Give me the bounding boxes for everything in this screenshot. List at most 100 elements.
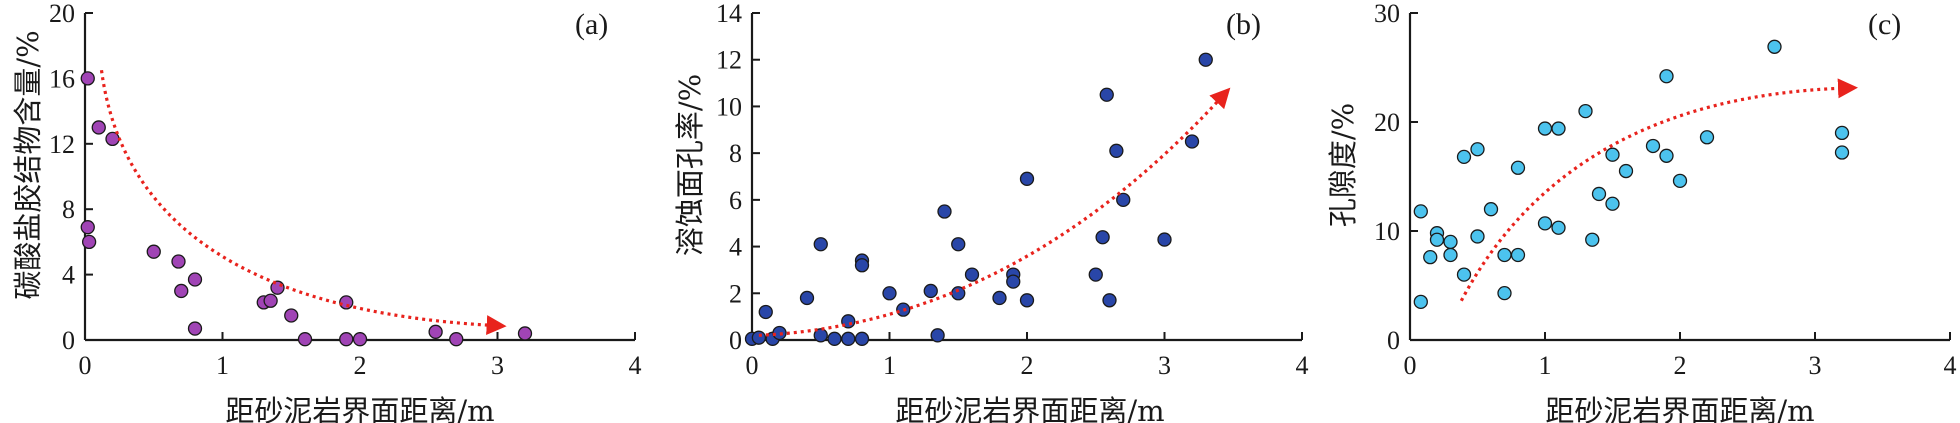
panel-a-data-point [146, 244, 161, 259]
panel-a-data-point [80, 71, 95, 86]
panel-b-data-point [1088, 267, 1103, 282]
panel-b-x-tick-label: 1 [883, 351, 896, 380]
panel-c-data-point [1470, 229, 1485, 244]
panel-c-label: (c) [1868, 8, 1901, 41]
panel-c-data-point [1834, 125, 1850, 141]
panel-a-y-tick-label: 4 [62, 261, 75, 290]
panel-b-data-point [1019, 171, 1035, 186]
panel-a-data-point [81, 234, 97, 250]
panel-b-data-point [854, 331, 870, 346]
panel-c-data-point [1605, 196, 1620, 211]
panel-a-data-point [517, 326, 533, 341]
panel-c-x-axis-title: 距砂泥岩界面距离/m [1545, 394, 1814, 423]
panel-b-data-point [813, 328, 828, 343]
panel-a-data-point [297, 332, 313, 347]
panel-c-data-point [1645, 138, 1661, 154]
panel-a-data-point [449, 332, 464, 347]
panel-c-y-axis-title: 孔隙度/% [1326, 103, 1360, 227]
panel-b-data-point [882, 286, 897, 301]
panel-c-data-point [1537, 216, 1553, 231]
panel-c-plot-area: 0 1 2 3 4 0 10 20 30 [1374, 0, 1957, 380]
panel-c: (c) 距砂泥岩界面距离/m 孔隙度/% 0 1 2 3 4 0 10 20 30 [1326, 0, 1957, 423]
panel-b-data-point [1198, 52, 1213, 67]
panel-c-data-point [1605, 147, 1620, 162]
panel-a-y-tick-label: 0 [62, 326, 75, 355]
panel-c-data-point [1659, 148, 1674, 163]
panel-a-x-tick-label: 2 [354, 351, 367, 380]
panel-a-trend-arrow [99, 70, 507, 336]
panel-b-data-point [841, 331, 856, 346]
panel-b-data-point [827, 331, 842, 346]
panel-b-y-tick-label: 0 [729, 326, 742, 355]
panel-c-x-tick-label: 1 [1539, 351, 1552, 380]
panel-c-data-point [1443, 234, 1458, 250]
panel-b-data-point [923, 283, 938, 299]
panel-b-data-point [951, 237, 966, 252]
panel-b-y-tick-label: 12 [716, 46, 742, 75]
panel-a-data-point [428, 324, 443, 339]
panel-a-y-tick-label: 12 [49, 130, 75, 159]
panel-b-data-point [1184, 134, 1200, 149]
panel-a-data-point [263, 293, 278, 308]
panel-b-trend-arrow [758, 87, 1231, 337]
panel-a-data-point [187, 321, 203, 336]
panel-a-y-tick-label: 16 [49, 64, 75, 93]
panel-c-y-tick-label: 10 [1374, 217, 1400, 246]
panel-c-data-point [1423, 250, 1438, 265]
panel-a-y-tick-label: 8 [62, 195, 75, 224]
panel-b-data-point [1019, 293, 1035, 308]
panel-a-x-tick-label: 3 [491, 351, 504, 380]
panel-b-data-point [758, 304, 773, 320]
panel-c-y-tick-label: 30 [1374, 0, 1400, 28]
panel-b-x-axis-title: 距砂泥岩界面距离/m [895, 394, 1164, 423]
panel-b-data-point [1095, 230, 1110, 245]
panel-a-x-axis-title: 距砂泥岩界面距离/m [225, 394, 494, 423]
panel-a-y-axis-title: 碳酸盐胶结物含量/% [11, 30, 45, 299]
panel-c-data-point [1699, 130, 1715, 145]
panel-b-y-tick-label: 8 [729, 139, 742, 168]
panel-c-data-point [1413, 294, 1428, 310]
panel-a-data-point [352, 332, 368, 347]
panel-c-y-tick-label: 20 [1374, 108, 1400, 137]
panel-c-data-point [1470, 142, 1485, 157]
panel-c-data-point [1591, 186, 1607, 202]
panel-c-data-point [1672, 173, 1688, 189]
panel-c-data-point [1659, 69, 1674, 84]
panel-b-y-axis-title: 溶蚀面孔率/% [673, 74, 707, 256]
panel-c-data-point [1618, 163, 1634, 179]
panel-b-data-point [937, 204, 952, 219]
panel-b-data-point [992, 290, 1007, 306]
panel-a-data-point [187, 272, 203, 287]
panel-a-data-point [80, 220, 95, 235]
panel-b-data-point [1006, 274, 1021, 289]
panel-c-x-tick-label: 2 [1674, 351, 1687, 380]
panel-c-data-point [1456, 267, 1472, 282]
panel-c-y-tick-label: 0 [1387, 326, 1400, 355]
panel-c-data-point [1551, 220, 1566, 235]
panel-c-data-point [1551, 121, 1566, 136]
panel-c-x-tick-label: 0 [1404, 351, 1417, 380]
panel-c-data-point [1578, 103, 1593, 119]
panel-a-data-point [339, 332, 354, 347]
panel-a-y-tick-label: 20 [49, 0, 75, 28]
panel-a-data-point [339, 295, 354, 310]
panel-b-data-point [854, 258, 870, 273]
panel-c-x-tick-label: 3 [1809, 351, 1822, 380]
panel-a-label: (a) [575, 8, 608, 41]
panel-b-y-tick-label: 4 [729, 233, 742, 262]
panel-a-data-point [171, 254, 186, 269]
panel-b-y-tick-label: 6 [729, 186, 742, 215]
panel-b-y-tick-label: 14 [716, 0, 742, 28]
panel-c-data-point [1510, 160, 1526, 175]
panel-b-data-point [930, 328, 945, 343]
panel-c-data-point [1429, 232, 1445, 247]
panel-c-data-point [1537, 121, 1553, 136]
panel-b-data-point [1099, 87, 1114, 102]
panel-c-data-point [1497, 285, 1512, 301]
panel-c-data-point [1510, 247, 1526, 263]
panel-b-x-tick-label: 0 [746, 351, 759, 380]
